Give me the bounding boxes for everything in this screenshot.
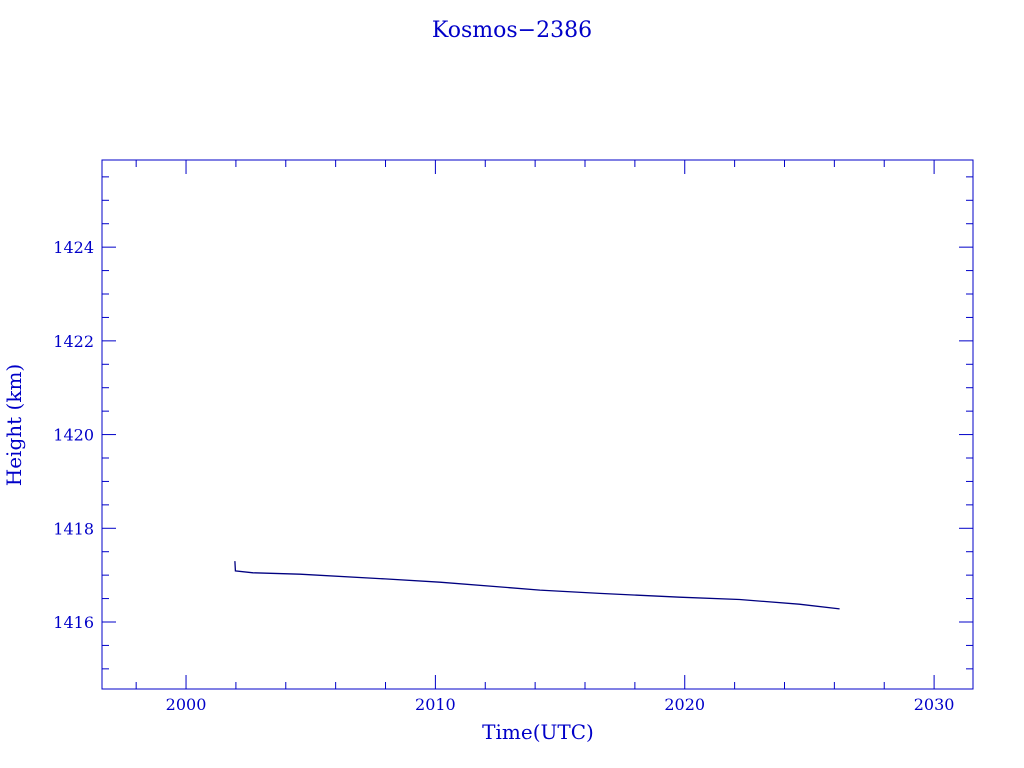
tick-labels: 2000 2010 2020 2030 1416 1418 1420 1422 1424 — [53, 238, 954, 714]
axis-ticks — [102, 160, 973, 689]
x-tick-label: 2000 — [166, 695, 207, 714]
y-tick-label: 1418 — [53, 519, 94, 538]
y-tick-label: 1424 — [53, 238, 94, 257]
chart-title: Kosmos−2386 — [432, 18, 592, 43]
y-tick-label: 1422 — [53, 332, 94, 351]
y-tick-label: 1420 — [53, 426, 94, 445]
x-tick-label: 2020 — [664, 695, 705, 714]
series-line — [234, 561, 840, 610]
x-tick-label: 2030 — [914, 695, 955, 714]
y-axis-label: Height (km) — [2, 364, 26, 486]
x-axis-label: Time(UTC) — [482, 720, 594, 744]
x-tick-label: 2010 — [415, 695, 456, 714]
plot-frame — [101, 159, 974, 690]
y-tick-label: 1416 — [53, 613, 94, 632]
